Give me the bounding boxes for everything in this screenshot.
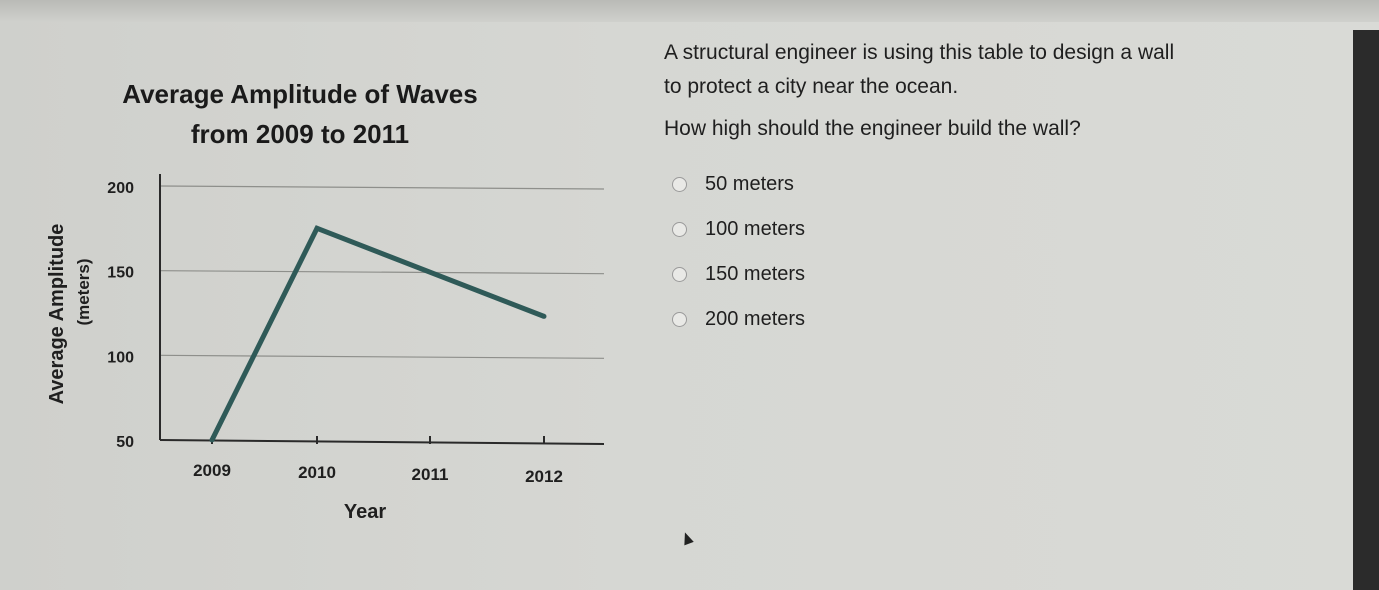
gridline-200 xyxy=(159,185,605,190)
y-tick-200: 200 xyxy=(107,180,134,197)
radio-button[interactable] xyxy=(672,312,687,327)
y-axis-unit: (meters) xyxy=(74,258,93,325)
question-text: How high should the engineer build the w… xyxy=(664,117,1081,140)
screen-edge xyxy=(1353,30,1379,590)
y-tick-150: 150 xyxy=(107,265,134,282)
data-point-2012 xyxy=(541,313,547,319)
option-label: 100 meters xyxy=(705,218,806,240)
chart-panel: Average Amplitude of Waves from 2009 to … xyxy=(20,64,640,564)
radio-button[interactable] xyxy=(672,222,687,237)
option-label: 200 meters xyxy=(705,308,806,330)
x-tick-2012: 2012 xyxy=(525,467,563,486)
y-axis-label: Average Amplitude xyxy=(46,224,68,405)
question-prompt-line-2: to protect a city near the ocean. xyxy=(664,75,959,98)
option-150-meters[interactable]: 150 meters xyxy=(672,252,805,297)
x-axis-label: Year xyxy=(344,501,386,523)
question-block: A structural engineer is using this tabl… xyxy=(664,36,1354,146)
wave-amplitude-chart: 50 100 150 200 2009 2010 2011 2012 Year Averag… xyxy=(46,174,605,523)
data-point-2010 xyxy=(314,225,320,231)
x-tick-labels: 2009 2010 2011 2012 xyxy=(193,461,563,486)
y-tick-100: 100 xyxy=(107,349,134,366)
data-point-2009 xyxy=(209,437,215,443)
y-tick-50: 50 xyxy=(116,434,134,451)
x-axis-line xyxy=(159,439,605,445)
option-50-meters[interactable]: 50 meters xyxy=(672,162,805,207)
x-tick-2011: 2011 xyxy=(412,465,449,484)
radio-button[interactable] xyxy=(672,177,687,192)
answer-options: 50 meters 100 meters 150 meters 200 mete… xyxy=(672,162,805,342)
option-100-meters[interactable]: 100 meters xyxy=(672,207,805,252)
y-tick-labels: 50 100 150 200 xyxy=(107,180,134,451)
x-tick-2009: 2009 xyxy=(193,461,231,480)
chart-axes xyxy=(159,174,605,445)
mouse-cursor-icon xyxy=(680,530,694,546)
option-label: 50 meters xyxy=(705,173,794,195)
gridline-100 xyxy=(159,354,605,359)
chart-title-line-1: Average Amplitude of Waves xyxy=(122,79,478,109)
radio-button[interactable] xyxy=(672,267,687,282)
x-tick-2010: 2010 xyxy=(298,463,336,482)
chart-title-line-2: from 2009 to 2011 xyxy=(190,119,410,149)
chart-title: Average Amplitude of Waves from 2009 to … xyxy=(20,74,660,154)
chart-series xyxy=(209,225,547,443)
series-line xyxy=(209,225,545,442)
option-200-meters[interactable]: 200 meters xyxy=(672,297,805,342)
option-label: 150 meters xyxy=(705,263,806,285)
top-strip xyxy=(0,0,1379,22)
gridline-150 xyxy=(159,270,605,275)
question-prompt-line-1: A structural engineer is using this tabl… xyxy=(664,41,1175,64)
chart-grid xyxy=(159,185,605,359)
